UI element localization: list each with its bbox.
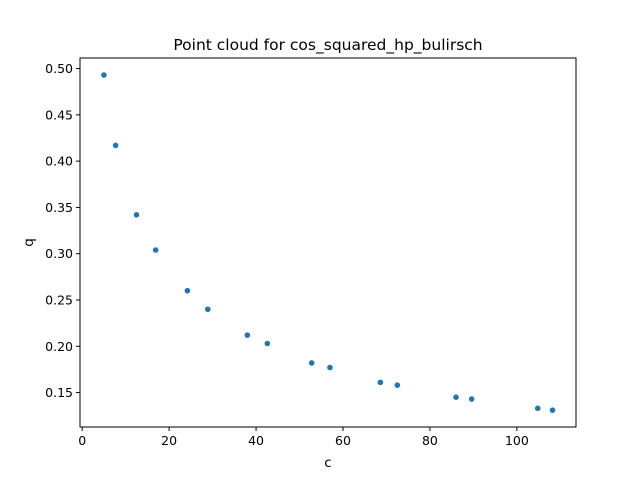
- data-point: [112, 142, 119, 149]
- data-point: [534, 405, 541, 412]
- data-point: [468, 396, 475, 402]
- data-point: [244, 332, 251, 338]
- data-point: [264, 340, 271, 347]
- y-tick-label: 0.40: [45, 154, 73, 169]
- x-tick-label: 60: [335, 433, 351, 448]
- data-point: [394, 382, 401, 388]
- y-tick-label: 0.50: [45, 61, 73, 76]
- data-point: [133, 212, 140, 218]
- plot-frame: [79, 57, 577, 428]
- x-tick-label: 80: [422, 433, 438, 448]
- y-tick-label: 0.30: [45, 246, 73, 261]
- data-point: [377, 379, 384, 386]
- y-tick-label: 0.15: [45, 385, 73, 400]
- axis-ticks: 0 20 40 60 80 100 0.15 0.20 0.25 0.30 0.35 0.40 0.45…: [45, 61, 529, 448]
- data-point: [184, 287, 191, 294]
- data-point: [152, 247, 159, 253]
- x-axis-label: c: [324, 455, 331, 471]
- y-tick-label: 0.35: [45, 200, 73, 215]
- y-tick-label: 0.25: [45, 292, 73, 307]
- data-points: [101, 72, 556, 413]
- data-point: [327, 364, 333, 371]
- data-point: [453, 394, 459, 400]
- x-tick-label: 40: [248, 433, 264, 448]
- chart-title: Point cloud for cos_squared_hp_bulirsch: [173, 36, 482, 55]
- y-tick-label: 0.20: [45, 339, 73, 354]
- x-tick-label: 20: [161, 433, 177, 448]
- data-point: [308, 360, 315, 366]
- data-point: [549, 407, 556, 413]
- x-tick-label: 100: [505, 433, 529, 448]
- x-tick-label: 0: [78, 433, 86, 448]
- y-tick-label: 0.45: [45, 107, 73, 122]
- y-axis-label: q: [21, 238, 37, 247]
- data-point: [101, 72, 107, 78]
- data-point: [205, 306, 211, 313]
